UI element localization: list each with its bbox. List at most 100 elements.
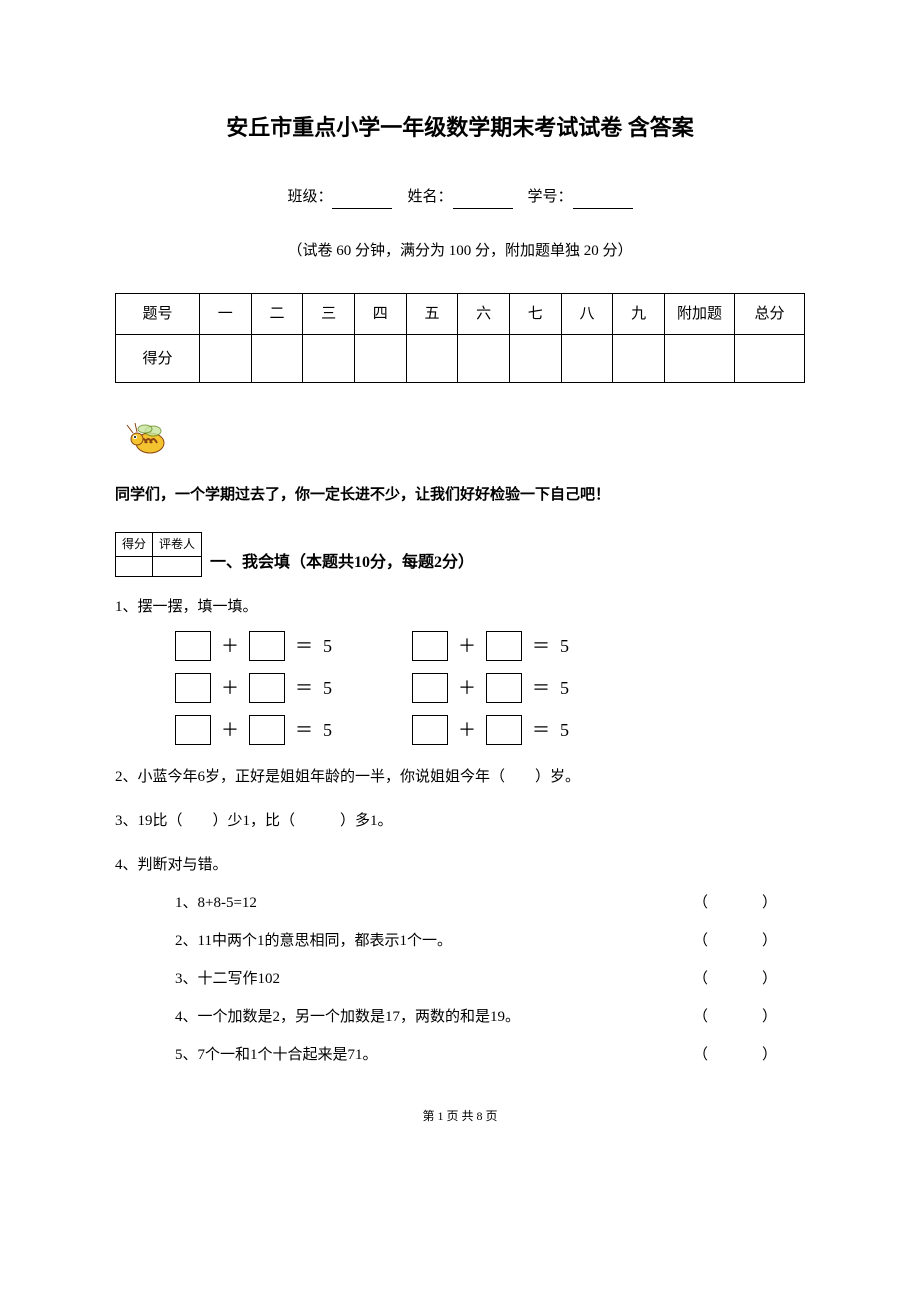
eq-value: 5 xyxy=(560,674,569,703)
col-header: 附加题 xyxy=(665,294,735,335)
equals-sign: ＝ xyxy=(295,632,313,661)
student-info-row: 班级： 姓名： 学号： xyxy=(115,185,805,209)
judge-text: 1、8+8-5=12 xyxy=(175,891,257,915)
answer-paren[interactable]: （ ） xyxy=(693,1005,785,1029)
row-label: 得分 xyxy=(116,335,200,383)
col-header: 总分 xyxy=(735,294,805,335)
page-footer: 第 1 页 共 8 页 xyxy=(115,1107,805,1126)
grader-person-cell[interactable] xyxy=(153,557,202,577)
equation: ＋ ＝ 5 xyxy=(412,673,569,703)
answer-box[interactable] xyxy=(249,715,285,745)
name-label: 姓名： xyxy=(407,189,452,205)
grader-score-label: 得分 xyxy=(116,533,153,557)
eq-value: 5 xyxy=(323,674,332,703)
grader-box: 得分 评卷人 xyxy=(115,532,202,577)
table-row: 题号 一 二 三 四 五 六 七 八 九 附加题 总分 xyxy=(116,294,805,335)
score-cell[interactable] xyxy=(458,335,510,383)
section-header: 得分 评卷人 一、我会填（本题共10分，每题2分） xyxy=(115,532,805,577)
plus-sign: ＋ xyxy=(458,632,476,661)
score-cell[interactable] xyxy=(406,335,458,383)
equals-sign: ＝ xyxy=(532,674,550,703)
answer-box[interactable] xyxy=(412,715,448,745)
equals-sign: ＝ xyxy=(295,716,313,745)
col-header: 八 xyxy=(561,294,613,335)
equation-row: ＋ ＝ 5 ＋ ＝ 5 xyxy=(175,673,805,703)
question-4: 4、判断对与错。 1、8+8-5=12 （ ） 2、11中两个1的意思相同，都表… xyxy=(115,853,805,1067)
judge-item: 1、8+8-5=12 （ ） xyxy=(115,891,805,915)
grader-score-cell[interactable] xyxy=(116,557,153,577)
score-cell[interactable] xyxy=(199,335,251,383)
question-3: 3、19比（ ）少1，比（ ）多1。 xyxy=(115,809,805,833)
judge-item: 3、十二写作102 （ ） xyxy=(115,967,805,991)
col-header: 九 xyxy=(613,294,665,335)
equation: ＋ ＝ 5 xyxy=(175,715,332,745)
answer-paren[interactable]: （ ） xyxy=(693,967,785,991)
answer-box[interactable] xyxy=(175,673,211,703)
name-blank[interactable] xyxy=(453,191,513,209)
score-cell[interactable] xyxy=(509,335,561,383)
answer-box[interactable] xyxy=(486,631,522,661)
col-header: 二 xyxy=(251,294,303,335)
judge-item: 5、7个一和1个十合起来是71。 （ ） xyxy=(115,1043,805,1067)
answer-paren[interactable]: （ ） xyxy=(693,891,785,915)
score-table: 题号 一 二 三 四 五 六 七 八 九 附加题 总分 得分 xyxy=(115,293,805,383)
equals-sign: ＝ xyxy=(295,674,313,703)
answer-box[interactable] xyxy=(412,673,448,703)
id-blank[interactable] xyxy=(573,191,633,209)
eq-value: 5 xyxy=(323,716,332,745)
answer-box[interactable] xyxy=(249,631,285,661)
eq-value: 5 xyxy=(323,632,332,661)
question-label: 1、摆一摆，填一填。 xyxy=(115,595,805,619)
judge-text: 4、一个加数是2，另一个加数是17，两数的和是19。 xyxy=(175,1005,520,1029)
col-header: 六 xyxy=(458,294,510,335)
col-header: 三 xyxy=(303,294,355,335)
section-title: 一、我会填（本题共10分，每题2分） xyxy=(210,550,474,578)
answer-paren[interactable]: （ ） xyxy=(693,1043,785,1067)
judge-item: 4、一个加数是2，另一个加数是17，两数的和是19。 （ ） xyxy=(115,1005,805,1029)
answer-box[interactable] xyxy=(249,673,285,703)
judge-text: 2、11中两个1的意思相同，都表示1个一。 xyxy=(175,929,452,953)
plus-sign: ＋ xyxy=(221,674,239,703)
plus-sign: ＋ xyxy=(458,716,476,745)
row-label: 题号 xyxy=(116,294,200,335)
score-cell[interactable] xyxy=(354,335,406,383)
intro-text: 同学们，一个学期过去了，你一定长进不少，让我们好好检验一下自己吧！ xyxy=(115,483,805,507)
equation: ＋ ＝ 5 xyxy=(412,631,569,661)
judge-item: 2、11中两个1的意思相同，都表示1个一。 （ ） xyxy=(115,929,805,953)
judge-text: 3、十二写作102 xyxy=(175,967,280,991)
equation-row: ＋ ＝ 5 ＋ ＝ 5 xyxy=(175,715,805,745)
equation: ＋ ＝ 5 xyxy=(175,673,332,703)
score-cell[interactable] xyxy=(561,335,613,383)
equals-sign: ＝ xyxy=(532,716,550,745)
answer-box[interactable] xyxy=(175,715,211,745)
class-blank[interactable] xyxy=(332,191,392,209)
answer-paren[interactable]: （ ） xyxy=(693,929,785,953)
grader-person-label: 评卷人 xyxy=(153,533,202,557)
exam-meta: （试卷 60 分钟，满分为 100 分，附加题单独 20 分） xyxy=(115,239,805,263)
equals-sign: ＝ xyxy=(532,632,550,661)
score-cell[interactable] xyxy=(735,335,805,383)
question-label: 4、判断对与错。 xyxy=(115,853,805,877)
col-header: 七 xyxy=(509,294,561,335)
plus-sign: ＋ xyxy=(458,674,476,703)
eq-value: 5 xyxy=(560,632,569,661)
bee-icon xyxy=(115,413,175,463)
plus-sign: ＋ xyxy=(221,716,239,745)
table-row: 得分 xyxy=(116,335,805,383)
answer-box[interactable] xyxy=(412,631,448,661)
equation-row: ＋ ＝ 5 ＋ ＝ 5 xyxy=(175,631,805,661)
answer-box[interactable] xyxy=(486,673,522,703)
score-cell[interactable] xyxy=(613,335,665,383)
col-header: 四 xyxy=(354,294,406,335)
equation: ＋ ＝ 5 xyxy=(175,631,332,661)
score-cell[interactable] xyxy=(665,335,735,383)
judge-text: 5、7个一和1个十合起来是71。 xyxy=(175,1043,378,1067)
equation: ＋ ＝ 5 xyxy=(412,715,569,745)
answer-box[interactable] xyxy=(486,715,522,745)
score-cell[interactable] xyxy=(251,335,303,383)
id-label: 学号： xyxy=(528,189,573,205)
exam-title: 安丘市重点小学一年级数学期末考试试卷 含答案 xyxy=(115,110,805,145)
score-cell[interactable] xyxy=(303,335,355,383)
eq-value: 5 xyxy=(560,716,569,745)
answer-box[interactable] xyxy=(175,631,211,661)
